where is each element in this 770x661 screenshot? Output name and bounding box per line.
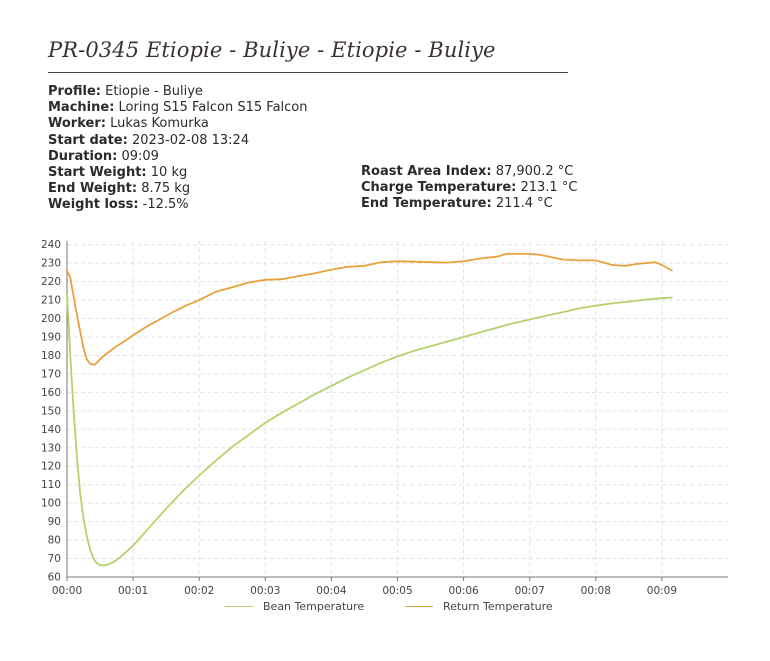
chart-grid bbox=[66, 241, 728, 578]
info-label: Profile: bbox=[48, 84, 101, 99]
y-tick-label: 80 bbox=[48, 535, 61, 547]
info-label: Weight loss: bbox=[48, 197, 139, 213]
x-tick-label: 00:09 bbox=[647, 585, 677, 597]
x-tick-label: 00:00 bbox=[52, 585, 82, 597]
y-tick-label: 120 bbox=[41, 461, 61, 473]
title-underline bbox=[48, 72, 568, 73]
info-row-profile: Profile: Etiopie - Buliye bbox=[48, 84, 308, 100]
roast-info-right: Roast Area Index: 87,900.2 °C Charge Tem… bbox=[361, 164, 577, 213]
info-row-start-date: Start date: 2023-02-08 13:24 bbox=[48, 133, 308, 149]
x-tick-label: 00:04 bbox=[316, 585, 347, 597]
info-value: 09:09 bbox=[121, 148, 159, 164]
info-value: Loring S15 Falcon S15 Falcon bbox=[118, 100, 308, 116]
info-value: 2023-02-08 13:24 bbox=[131, 132, 250, 148]
y-tick-label: 230 bbox=[41, 258, 61, 270]
report-title: PR-0345 Etiopie - Buliye - Etiopie - Bul… bbox=[48, 38, 496, 62]
x-tick-label: 00:07 bbox=[515, 585, 545, 597]
legend-label-bean: Bean Temperature bbox=[263, 600, 365, 613]
info-label: Machine: bbox=[48, 100, 115, 116]
info-label: End Temperature: bbox=[361, 196, 492, 212]
y-tick-label: 240 bbox=[41, 239, 61, 251]
y-tick-label: 220 bbox=[41, 276, 61, 288]
info-row-machine: Machine: Loring S15 Falcon S15 Falcon bbox=[48, 100, 308, 116]
y-tick-label: 150 bbox=[41, 405, 61, 417]
y-tick-label: 140 bbox=[41, 424, 61, 436]
x-tick-label: 00:05 bbox=[382, 585, 412, 597]
y-tick-label: 100 bbox=[41, 498, 61, 510]
y-tick-label: 190 bbox=[41, 332, 61, 344]
x-tick-label: 00:03 bbox=[250, 585, 280, 597]
chart-series bbox=[66, 253, 673, 567]
info-row-end-temperature: End Temperature: 211.4 °C bbox=[361, 196, 577, 212]
info-row-charge-temperature: Charge Temperature: 213.1 °C bbox=[361, 180, 577, 196]
return-temperature-line bbox=[66, 253, 673, 366]
legend-label-return: Return Temperature bbox=[443, 600, 553, 613]
info-label: Start date: bbox=[48, 132, 128, 148]
info-label: End Weight: bbox=[48, 181, 138, 197]
legend-item-bean[interactable]: Bean Temperature bbox=[225, 600, 364, 613]
info-label: Worker: bbox=[48, 116, 106, 132]
chart-legend: Bean Temperature Return Temperature bbox=[0, 600, 770, 616]
y-tick-label: 60 bbox=[48, 572, 61, 584]
info-label: Duration: bbox=[48, 148, 118, 164]
y-tick-label: 110 bbox=[41, 479, 61, 491]
y-tick-label: 130 bbox=[41, 442, 61, 454]
info-row-start-weight: Start Weight: 10 kg bbox=[48, 165, 308, 181]
info-label: Charge Temperature: bbox=[361, 180, 517, 196]
info-value: 213.1 °C bbox=[520, 180, 578, 196]
info-label: Start Weight: bbox=[48, 165, 147, 181]
info-row-duration: Duration: 09:09 bbox=[48, 149, 308, 165]
info-value: -12.5% bbox=[142, 197, 189, 213]
y-tick-label: 210 bbox=[41, 295, 61, 307]
info-value: Lukas Komurka bbox=[110, 116, 209, 132]
x-tick-label: 00:06 bbox=[448, 585, 479, 597]
y-tick-label: 70 bbox=[48, 553, 61, 565]
info-value: 8.75 kg bbox=[141, 181, 191, 197]
chart-axes: 60 70 80 90 100 110 120 130 140 150 160 170 180 190 20… bbox=[41, 239, 728, 597]
x-tick-label: 00:01 bbox=[118, 585, 148, 597]
y-tick-label: 90 bbox=[48, 516, 61, 528]
y-tick-label: 200 bbox=[41, 313, 61, 325]
legend-swatch-return bbox=[405, 606, 433, 607]
info-row-weight-loss: Weight loss: -12.5% bbox=[48, 197, 308, 213]
info-value: Etiopie - Buliye bbox=[105, 84, 203, 99]
info-row-worker: Worker: Lukas Komurka bbox=[48, 116, 308, 132]
y-tick-label: 180 bbox=[41, 350, 61, 362]
info-label: Roast Area Index: bbox=[361, 164, 492, 179]
legend-swatch-bean bbox=[225, 606, 253, 607]
info-row-roast-area-index: Roast Area Index: 87,900.2 °C bbox=[361, 164, 577, 180]
legend-item-return[interactable]: Return Temperature bbox=[405, 600, 553, 613]
bean-temperature-line bbox=[66, 293, 673, 567]
y-tick-label: 170 bbox=[41, 368, 61, 380]
roast-info-left: Profile: Etiopie - Buliye Machine: Lorin… bbox=[48, 84, 308, 214]
info-value: 211.4 °C bbox=[495, 196, 553, 212]
y-tick-label: 160 bbox=[41, 387, 61, 399]
x-tick-label: 00:08 bbox=[581, 585, 611, 597]
info-value: 10 kg bbox=[150, 165, 188, 181]
x-tick-label: 00:02 bbox=[184, 585, 214, 597]
info-value: 87,900.2 °C bbox=[495, 164, 574, 179]
info-row-end-weight: End Weight: 8.75 kg bbox=[48, 181, 308, 197]
